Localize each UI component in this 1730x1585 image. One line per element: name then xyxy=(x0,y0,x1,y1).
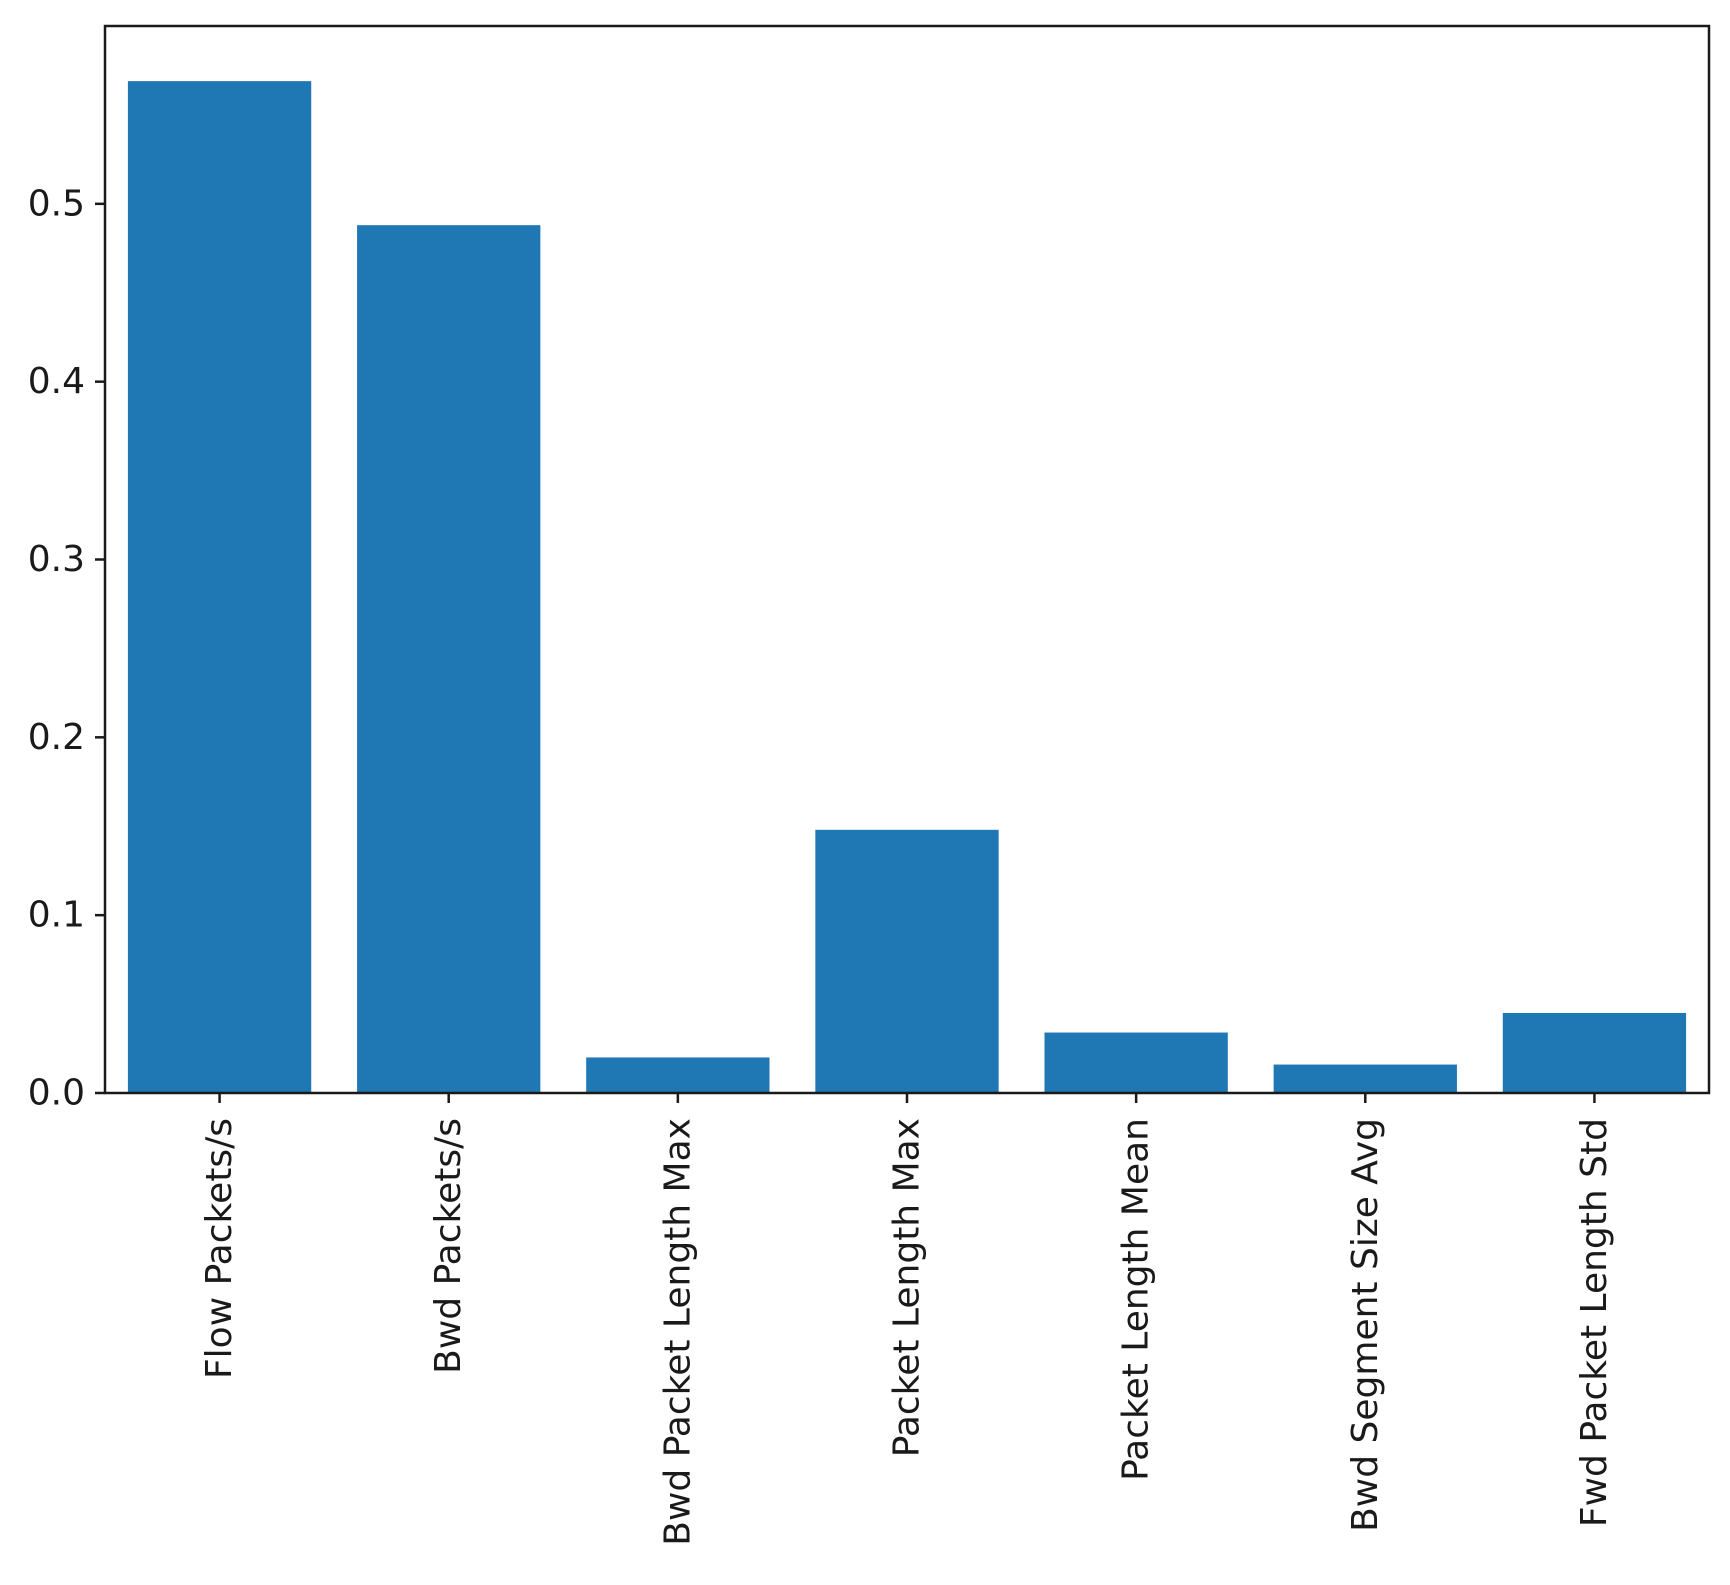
y-tick-label: 0.4 xyxy=(28,361,85,402)
bar-5 xyxy=(1044,1032,1228,1093)
bar-3 xyxy=(586,1057,770,1093)
x-tick-label: Bwd Packets/s xyxy=(428,1118,469,1374)
y-tick-label: 0.2 xyxy=(28,717,85,758)
bars-group xyxy=(127,81,1687,1094)
x-tick-label: Fwd Packet Length Std xyxy=(1574,1118,1615,1527)
x-tick-label: Packet Length Max xyxy=(887,1118,928,1457)
x-tick-label: Packet Length Mean xyxy=(1116,1118,1157,1481)
bar-1 xyxy=(127,81,312,1093)
x-tick-label: Bwd Segment Size Avg xyxy=(1345,1118,1386,1532)
y-tick-label: 0.0 xyxy=(28,1073,85,1114)
y-tick-label: 0.3 xyxy=(28,539,85,580)
y-tick-label: 0.5 xyxy=(28,183,85,224)
y-axis: 0.0 0.1 0.2 0.3 0.4 0.5 xyxy=(28,183,105,1114)
x-axis: Flow Packets/s Bwd Packets/s Bwd Packet Le… xyxy=(199,1093,1615,1546)
bar-4 xyxy=(815,829,999,1093)
bar-7 xyxy=(1502,1012,1687,1093)
bar-6 xyxy=(1273,1064,1457,1093)
bar-2 xyxy=(357,225,541,1094)
x-tick-label: Bwd Packet Length Max xyxy=(657,1118,698,1546)
x-tick-label: Flow Packets/s xyxy=(199,1118,240,1379)
y-tick-label: 0.1 xyxy=(28,895,85,936)
